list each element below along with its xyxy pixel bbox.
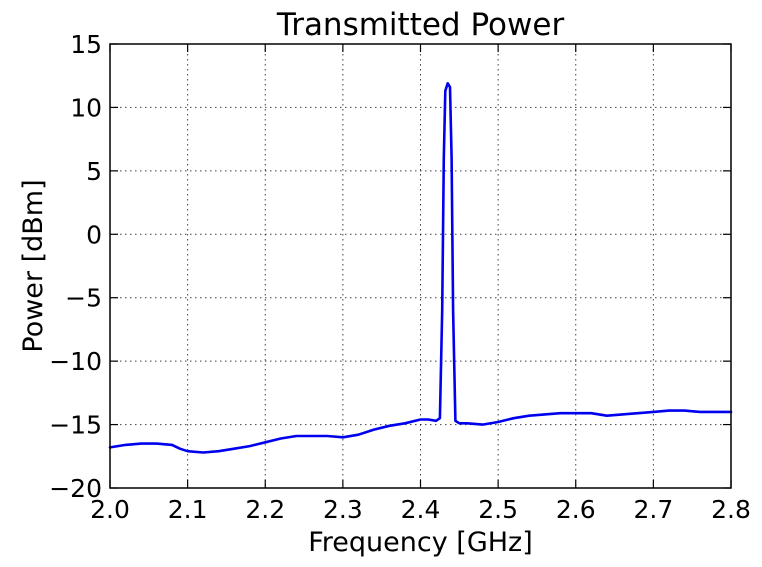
y-tick-label: 10 xyxy=(70,93,102,122)
x-tick-labels: 2.0 2.1 2.2 2.3 2.4 2.5 2.6 2.7 2.8 xyxy=(90,495,751,524)
grid-lines xyxy=(110,44,731,488)
y-tick-label: −10 xyxy=(49,347,102,376)
y-tick-label: 15 xyxy=(70,30,102,59)
x-tick-label: 2.0 xyxy=(90,495,130,524)
y-tick-label: −20 xyxy=(49,474,102,503)
tick-marks xyxy=(109,43,732,489)
series-group xyxy=(108,82,733,454)
y-tick-label: −15 xyxy=(49,411,102,440)
x-tick-label: 2.8 xyxy=(711,495,751,524)
x-tick-label: 2.7 xyxy=(633,495,673,524)
x-tick-label: 2.6 xyxy=(556,495,596,524)
y-tick-label: 0 xyxy=(86,220,102,249)
x-tick-label: 2.2 xyxy=(245,495,285,524)
power-series-line xyxy=(108,82,733,454)
x-axis-label: Frequency [GHz] xyxy=(308,527,533,558)
x-tick-label: 2.4 xyxy=(401,495,441,524)
x-tick-label: 2.3 xyxy=(323,495,363,524)
plot-area-frame xyxy=(109,43,732,489)
x-tick-label: 2.5 xyxy=(478,495,518,524)
chart-title: Transmitted Power xyxy=(276,7,565,43)
y-axis-label: Power [dBm] xyxy=(18,179,49,352)
y-tick-label: 5 xyxy=(86,157,102,186)
y-tick-labels: −20 −15 −10 −5 0 5 10 15 xyxy=(49,30,102,503)
y-tick-label: −5 xyxy=(65,284,102,313)
x-tick-label: 2.1 xyxy=(168,495,208,524)
